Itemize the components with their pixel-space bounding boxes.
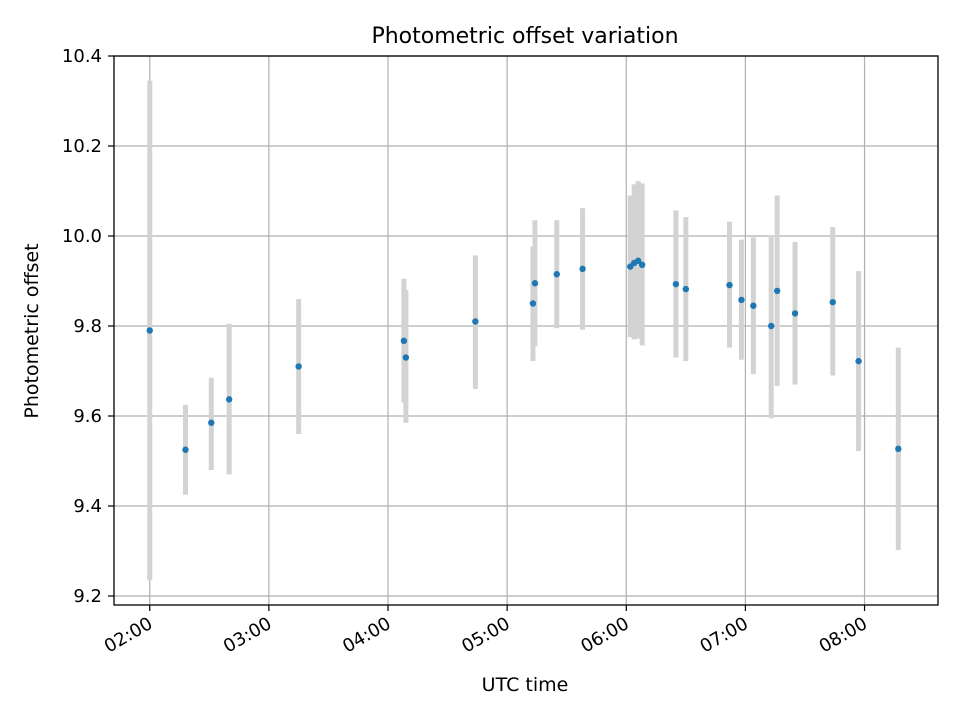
data-point <box>895 445 902 453</box>
data-point <box>225 396 233 403</box>
chart-title: Photometric offset variation <box>371 24 678 49</box>
x-axis-label: UTC time <box>482 674 569 696</box>
data-point <box>531 280 539 287</box>
data-point <box>672 280 680 288</box>
data-point <box>146 327 153 334</box>
y-tick-label: 10.4 <box>62 46 102 67</box>
y-tick-label: 10.0 <box>62 226 102 247</box>
data-point <box>295 363 302 370</box>
data-point <box>791 310 799 317</box>
y-tick-label: 9.2 <box>73 586 102 607</box>
y-axis-label: Photometric offset <box>21 243 43 418</box>
data-point <box>750 302 757 309</box>
data-point <box>529 300 537 307</box>
data-point <box>768 322 775 330</box>
data-point <box>579 265 586 273</box>
y-tick-label: 9.4 <box>73 496 102 517</box>
data-point <box>472 318 479 325</box>
data-points <box>146 257 902 453</box>
y-tick-label: 10.2 <box>62 136 102 157</box>
data-point <box>855 357 862 365</box>
data-point <box>208 419 215 426</box>
data-point <box>402 354 410 361</box>
data-point <box>738 296 745 304</box>
data-point <box>773 287 781 295</box>
data-point <box>829 298 836 306</box>
data-point <box>553 271 560 278</box>
data-point <box>400 337 408 345</box>
plot-frame <box>113 55 939 606</box>
data-point <box>634 257 642 264</box>
data-point <box>182 446 189 453</box>
data-point <box>682 285 690 293</box>
y-tick-label: 9.8 <box>73 316 102 337</box>
data-point <box>638 261 646 268</box>
data-point <box>726 281 733 289</box>
y-tick-label: 9.6 <box>73 406 102 427</box>
